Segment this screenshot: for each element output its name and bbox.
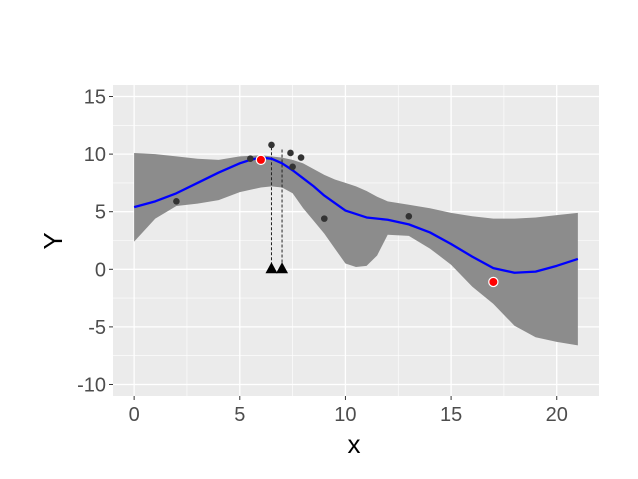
- confidence-band-layer: [134, 152, 578, 346]
- data-point: [247, 155, 254, 163]
- data-point: [321, 215, 328, 222]
- guide-lines-layer: [270, 147, 283, 270]
- data-point: [173, 198, 180, 205]
- y-tick-label: -5: [88, 317, 106, 339]
- triangle-marker: [265, 262, 278, 274]
- triangle-markers-layer: [265, 262, 289, 274]
- triangle-marker: [276, 262, 289, 274]
- axis-ticks: [109, 96, 558, 400]
- data-point: [405, 213, 413, 220]
- y-axis-title: Y: [38, 232, 68, 249]
- x-tick-label: 20: [546, 404, 568, 426]
- mean-line-layer: [133, 156, 579, 274]
- confidence-band: [134, 152, 578, 346]
- y-tick-label: -10: [77, 374, 106, 396]
- data-point: [287, 149, 294, 157]
- y-tick-label: 0: [95, 259, 106, 281]
- x-tick-label: 10: [334, 404, 356, 426]
- y-tick-label: 10: [84, 144, 106, 166]
- x-tick-label: 15: [440, 404, 462, 426]
- data-point: [268, 141, 275, 149]
- data-point: [289, 163, 296, 171]
- highlight-point: [255, 154, 267, 166]
- mean-line: [133, 156, 579, 274]
- highlight-point: [488, 276, 499, 288]
- data-point: [297, 154, 305, 161]
- x-axis-title: x: [348, 429, 361, 459]
- y-tick-label: 5: [95, 202, 106, 224]
- y-tick-label: 15: [84, 87, 106, 109]
- x-tick-label: 5: [234, 404, 245, 426]
- points-layer: [173, 141, 499, 288]
- x-tick-label: 0: [129, 404, 140, 426]
- tick-labels: 0 5 10 15 20 -10 -5 0 5 10 15: [77, 87, 568, 426]
